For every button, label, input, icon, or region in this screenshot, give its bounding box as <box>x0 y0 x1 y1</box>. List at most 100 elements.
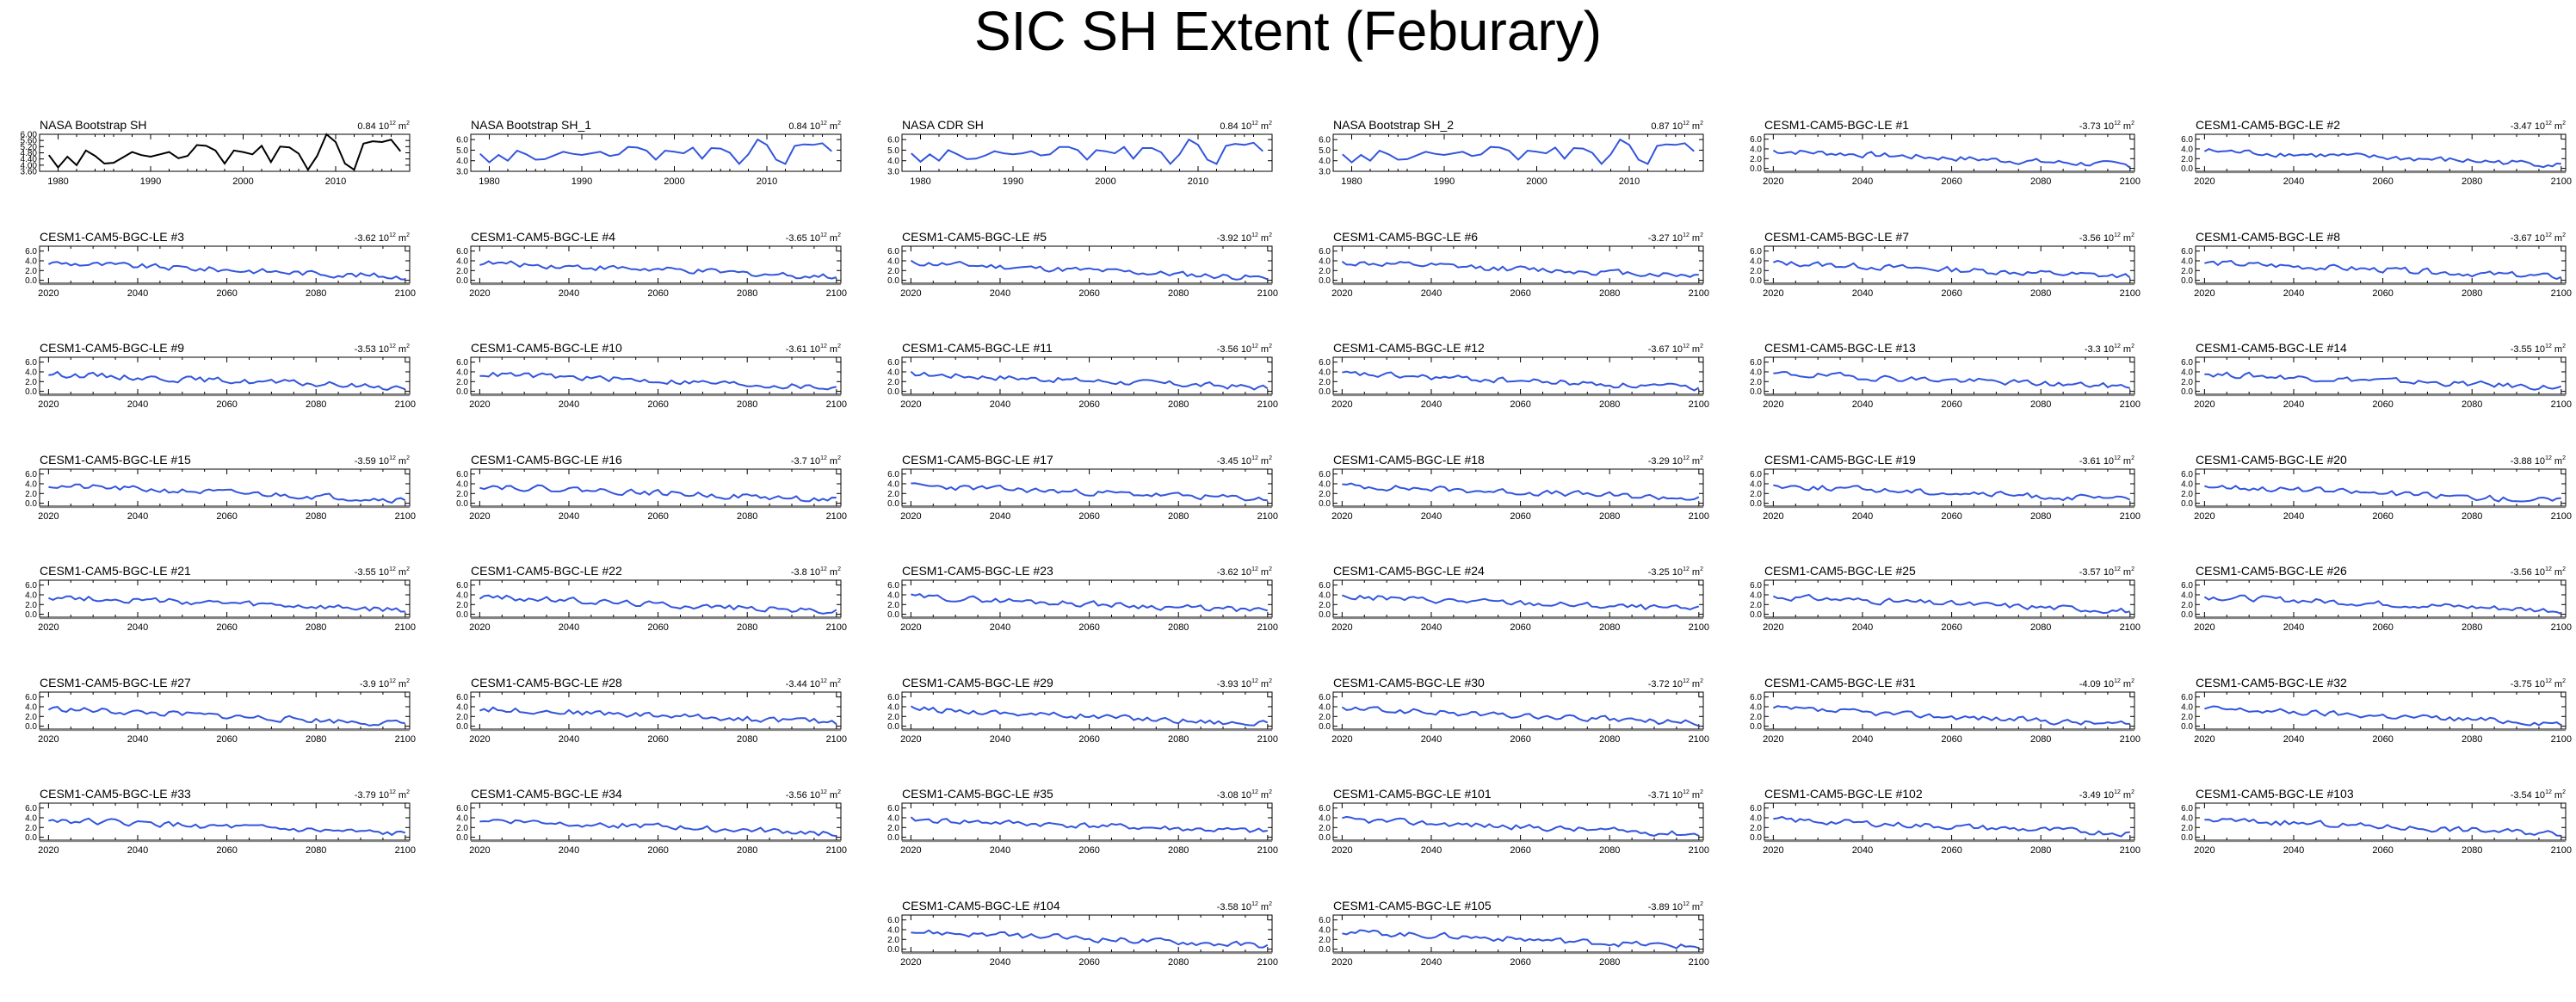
plot-frame <box>1764 802 2135 841</box>
y-tick-label: 6.0 <box>2181 470 2193 479</box>
y-tick-label: 4.0 <box>887 813 899 823</box>
x-tick-label: 2040 <box>1852 734 1873 745</box>
series-line <box>1342 370 1700 392</box>
x-tick-label: 2020 <box>1763 845 1783 856</box>
x-tick-label: 2100 <box>2551 399 2572 410</box>
x-tick-label: 2060 <box>647 845 668 856</box>
y-tick-label: 4.0 <box>887 157 899 166</box>
y-tick-label: 0.0 <box>25 610 37 620</box>
y-tick-label: 6.0 <box>1319 136 1331 145</box>
x-tick-label: 2080 <box>2030 845 2051 856</box>
panel-trend: -3.45 1012 m2 <box>1217 455 1272 467</box>
y-tick-label: 2.0 <box>887 936 899 945</box>
y-tick-label: 0.0 <box>1319 276 1331 286</box>
x-tick-label: 2010 <box>757 176 777 187</box>
x-tick-label: 2060 <box>1078 399 1099 410</box>
y-tick-label: 6.0 <box>1750 581 1762 591</box>
y-tick-label: 4.0 <box>2181 257 2193 266</box>
panel-trend: 0.84 1012 m2 <box>1220 121 1272 132</box>
y-tick-label: 4.0 <box>1750 257 1762 266</box>
chart-panel-member-12: CESM1-CAM5-BGC-LE #13 -3.3 1012 m26.04.02… <box>1750 341 2140 410</box>
chart-panel-member-5: CESM1-CAM5-BGC-LE #6 -3.27 1012 m26.04.02… <box>1319 230 1709 299</box>
x-tick-label: 2100 <box>395 734 416 745</box>
y-tick-label: 4.0 <box>456 702 468 712</box>
x-tick-label: 2100 <box>395 622 416 633</box>
y-tick-label: 0.0 <box>1750 722 1762 732</box>
panel-trend: 0.84 1012 m2 <box>788 121 841 132</box>
x-tick-label: 1980 <box>47 176 68 187</box>
x-tick-label: 2040 <box>559 845 579 856</box>
panel-trend: -3.62 1012 m2 <box>355 232 410 244</box>
x-tick-label: 2060 <box>2372 176 2393 187</box>
plot-frame <box>1332 802 1704 841</box>
x-tick-label: 2020 <box>38 399 59 410</box>
x-tick-label: 2080 <box>1599 957 1620 968</box>
x-tick-label: 2040 <box>2283 288 2304 299</box>
y-tick-label: 2.0 <box>456 713 468 722</box>
series-line <box>479 819 837 838</box>
series-line <box>479 138 832 165</box>
panel-trend: -3.59 1012 m2 <box>355 455 410 467</box>
plot-frame <box>1764 691 2135 730</box>
x-tick-label: 2080 <box>306 622 326 633</box>
x-tick-label: 2060 <box>1078 957 1099 968</box>
x-tick-label: 2060 <box>216 288 237 299</box>
series-line <box>1773 815 2130 838</box>
panel-trend: -3.67 1012 m2 <box>2511 232 2566 244</box>
series-line <box>479 484 837 503</box>
x-tick-label: 2100 <box>1689 511 1709 522</box>
x-tick-label: 2040 <box>127 622 148 633</box>
y-tick-label: 2.0 <box>1319 490 1331 499</box>
y-tick-label: 6.0 <box>456 358 468 368</box>
panel-trend: -3.49 1012 m2 <box>2079 789 2134 801</box>
series-line <box>910 259 1269 281</box>
series-line <box>48 817 406 837</box>
y-tick-label: 6.0 <box>2181 358 2193 368</box>
plot-frame <box>39 468 411 507</box>
y-tick-label: 6.0 <box>456 247 468 257</box>
x-tick-label: 2080 <box>737 734 757 745</box>
x-tick-label: 2060 <box>2372 399 2393 410</box>
x-tick-label: 2000 <box>1095 176 1115 187</box>
y-tick-label: 4.80 <box>21 149 38 158</box>
y-tick-label: 4.0 <box>456 813 468 823</box>
y-tick-label: 6.0 <box>2181 135 2193 145</box>
y-tick-label: 0.0 <box>1319 945 1331 955</box>
x-tick-label: 2040 <box>2283 176 2304 187</box>
y-tick-label: 4.0 <box>2181 145 2193 154</box>
x-tick-label: 2020 <box>38 288 59 299</box>
series-line <box>910 370 1269 391</box>
x-tick-label: 2060 <box>1510 399 1530 410</box>
x-tick-label: 2080 <box>2462 734 2482 745</box>
y-tick-label: 2.0 <box>1319 824 1331 833</box>
panel-title: CESM1-CAM5-BGC-LE #32 <box>2196 676 2347 690</box>
x-tick-label: 2080 <box>1599 845 1620 856</box>
y-tick-label: 4.0 <box>887 257 899 266</box>
panel-trend: -3.79 1012 m2 <box>355 789 410 801</box>
y-tick-label: 6.0 <box>887 136 899 145</box>
series-line <box>1772 593 2130 615</box>
y-tick-label: 6.0 <box>1319 916 1331 925</box>
x-tick-label: 2060 <box>647 511 668 522</box>
panel-title: CESM1-CAM5-BGC-LE #101 <box>1333 787 1492 801</box>
x-tick-label: 2040 <box>1852 399 1873 410</box>
series-line <box>911 482 1268 502</box>
y-tick-label: 0.0 <box>2181 610 2193 620</box>
panel-title: CESM1-CAM5-BGC-LE #23 <box>902 564 1053 578</box>
series-line <box>2204 259 2562 281</box>
y-tick-label: 4.0 <box>25 368 37 377</box>
y-tick-label: 2.0 <box>1750 155 1762 164</box>
y-tick-label: 4.0 <box>1319 368 1331 377</box>
y-tick-label: 4.0 <box>887 925 899 935</box>
x-tick-label: 2020 <box>1331 957 1352 968</box>
x-tick-label: 2100 <box>1689 734 1709 745</box>
y-tick-label: 2.0 <box>25 824 37 833</box>
y-tick-label: 0.0 <box>25 833 37 843</box>
series-line <box>1342 482 1700 501</box>
x-tick-label: 2060 <box>647 734 668 745</box>
series-line <box>910 705 1269 727</box>
y-tick-label: 4.0 <box>456 157 468 166</box>
x-tick-label: 2080 <box>1168 957 1189 968</box>
x-tick-label: 2100 <box>826 511 847 522</box>
x-tick-label: 2020 <box>900 957 921 968</box>
